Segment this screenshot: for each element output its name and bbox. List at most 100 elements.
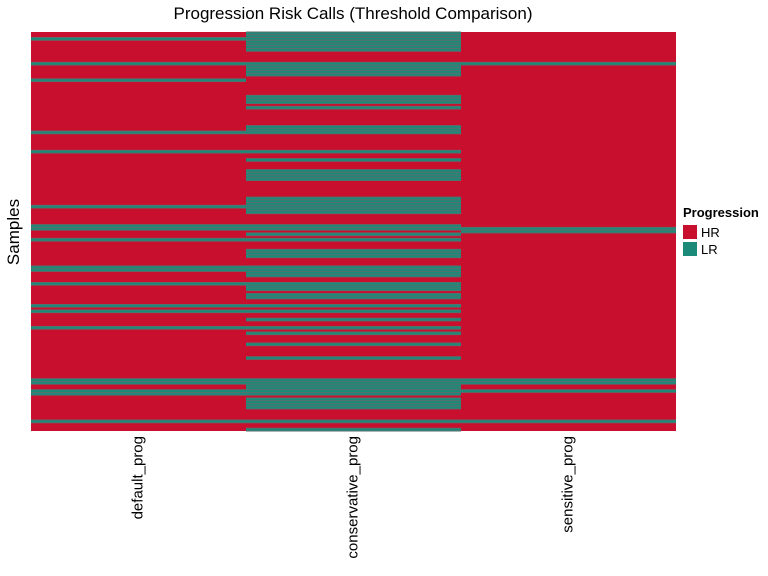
cell-lr-conservative_prog-15: [246, 73, 461, 77]
cell-lr-default_prog-91: [31, 282, 246, 286]
cell-lr-conservative_prog-88: [246, 274, 461, 277]
legend-item-hr: HR: [683, 224, 759, 240]
legend-swatch-lr: [683, 242, 697, 256]
cell-lr-conservative_prog-87: [246, 271, 461, 275]
cell-lr-conservative_prog-73: [246, 232, 461, 236]
cell-lr-conservative_prog-127: [246, 381, 461, 385]
cell-lr-default_prog-107: [31, 326, 246, 330]
cell-lr-default_prog-43: [31, 150, 246, 154]
cell-lr-conservative_prog-92: [246, 285, 461, 288]
cell-lr-conservative_prog-53: [246, 177, 461, 181]
cell-lr-conservative_prog-107: [246, 326, 461, 330]
cell-lr-conservative_prog-128: [246, 384, 461, 387]
legend: Progression HR LR: [683, 205, 759, 258]
cell-lr-conservative_prog-95: [246, 293, 461, 297]
cell-lr-default_prog-85: [31, 265, 246, 269]
cell-lr-conservative_prog-113: [246, 342, 461, 346]
cell-lr-conservative_prog-126: [246, 378, 461, 382]
legend-item-lr: LR: [683, 241, 759, 257]
cell-lr-default_prog-130: [31, 389, 246, 393]
legend-label-hr: HR: [701, 224, 720, 240]
x-tick-label-text: default_prog: [129, 436, 147, 520]
cell-lr-sensitive_prog-130: [461, 389, 676, 393]
cell-lr-conservative_prog-144: [246, 428, 461, 431]
cell-lr-conservative_prog-2: [246, 37, 461, 41]
cell-lr-default_prog-71: [31, 227, 246, 231]
cell-lr-sensitive_prog-126: [461, 378, 676, 382]
cell-lr-conservative_prog-43: [246, 150, 461, 154]
cell-lr-conservative_prog-24: [246, 98, 461, 101]
chart-title: Progression Risk Calls (Threshold Compar…: [173, 4, 533, 23]
cell-lr-conservative_prog-34: [246, 125, 461, 129]
cell-lr-conservative_prog-101: [246, 309, 461, 313]
legend-swatch-hr: [683, 225, 697, 239]
cell-lr-conservative_prog-4: [246, 43, 461, 46]
cell-lr-conservative_prog-12: [246, 65, 461, 68]
cell-lr-conservative_prog-130: [246, 389, 461, 393]
cell-lr-default_prog-99: [31, 304, 246, 308]
cell-lr-sensitive_prog-127: [461, 381, 676, 385]
cell-lr-conservative_prog-35: [246, 128, 461, 132]
legend-title: Progression: [683, 205, 759, 220]
cell-lr-conservative_prog-104: [246, 318, 461, 321]
cell-lr-conservative_prog-1: [246, 34, 461, 38]
cell-lr-default_prog-63: [31, 205, 246, 209]
cell-lr-conservative_prog-25: [246, 100, 461, 104]
column-default_prog: [31, 32, 246, 431]
cell-lr-conservative_prog-118: [246, 356, 461, 360]
cell-lr-default_prog-126: [31, 378, 246, 382]
cell-lr-conservative_prog-96: [246, 296, 461, 299]
cell-lr-sensitive_prog-72: [461, 230, 676, 233]
cell-lr-conservative_prog-134: [246, 400, 461, 404]
cell-lr-conservative_prog-135: [246, 403, 461, 407]
cell-lr-default_prog-36: [31, 131, 246, 134]
cell-lr-conservative_prog-65: [246, 210, 461, 214]
cell-lr-conservative_prog-133: [246, 397, 461, 401]
cell-lr-conservative_prog-52: [246, 175, 461, 178]
cell-lr-conservative_prog-36: [246, 131, 461, 134]
cell-lr-conservative_prog-11: [246, 62, 461, 66]
cell-lr-conservative_prog-131: [246, 392, 461, 396]
cell-lr-conservative_prog-14: [246, 70, 461, 74]
legend-label-lr: LR: [701, 241, 718, 257]
cell-lr-conservative_prog-46: [246, 158, 461, 162]
cell-lr-conservative_prog-63: [246, 205, 461, 209]
cell-lr-conservative_prog-136: [246, 406, 461, 409]
cell-lr-conservative_prog-50: [246, 169, 461, 173]
cell-lr-conservative_prog-71: [246, 227, 461, 231]
cell-lr-conservative_prog-99: [246, 304, 461, 308]
cell-lr-conservative_prog-61: [246, 199, 461, 203]
cell-lr-conservative_prog-5: [246, 45, 461, 49]
cell-lr-default_prog-127: [31, 381, 246, 385]
cell-lr-conservative_prog-23: [246, 95, 461, 99]
cell-lr-conservative_prog-13: [246, 67, 461, 71]
cell-lr-conservative_prog-81: [246, 254, 461, 258]
cell-lr-conservative_prog-0: [246, 32, 461, 35]
cell-lr-conservative_prog-51: [246, 172, 461, 176]
cell-lr-default_prog-131: [31, 392, 246, 396]
cell-lr-default_prog-70: [31, 224, 246, 228]
cell-lr-conservative_prog-60: [246, 197, 461, 200]
column-conservative_prog: [246, 32, 461, 431]
cell-lr-sensitive_prog-11: [461, 62, 676, 66]
cell-lr-sensitive_prog-141: [461, 419, 676, 423]
cell-lr-conservative_prog-85: [246, 265, 461, 269]
cell-lr-conservative_prog-80: [246, 252, 461, 255]
cell-lr-conservative_prog-141: [246, 419, 461, 423]
cell-lr-conservative_prog-129: [246, 386, 461, 390]
cell-lr-conservative_prog-70: [246, 224, 461, 228]
cell-lr-conservative_prog-91: [246, 282, 461, 286]
cell-lr-conservative_prog-86: [246, 268, 461, 272]
x-tick-label-text: sensitive_prog: [559, 436, 577, 533]
cell-lr-conservative_prog-109: [246, 331, 461, 335]
cell-lr-conservative_prog-64: [246, 208, 461, 211]
cell-lr-default_prog-101: [31, 309, 246, 313]
cell-lr-default_prog-75: [31, 238, 246, 242]
cell-lr-default_prog-2: [31, 37, 246, 41]
x-tick-label-text: conservative_prog: [344, 436, 362, 559]
cell-lr-default_prog-86: [31, 268, 246, 272]
cell-lr-conservative_prog-27: [246, 106, 461, 110]
cell-lr-default_prog-17: [31, 78, 246, 82]
cell-lr-conservative_prog-3: [246, 40, 461, 44]
